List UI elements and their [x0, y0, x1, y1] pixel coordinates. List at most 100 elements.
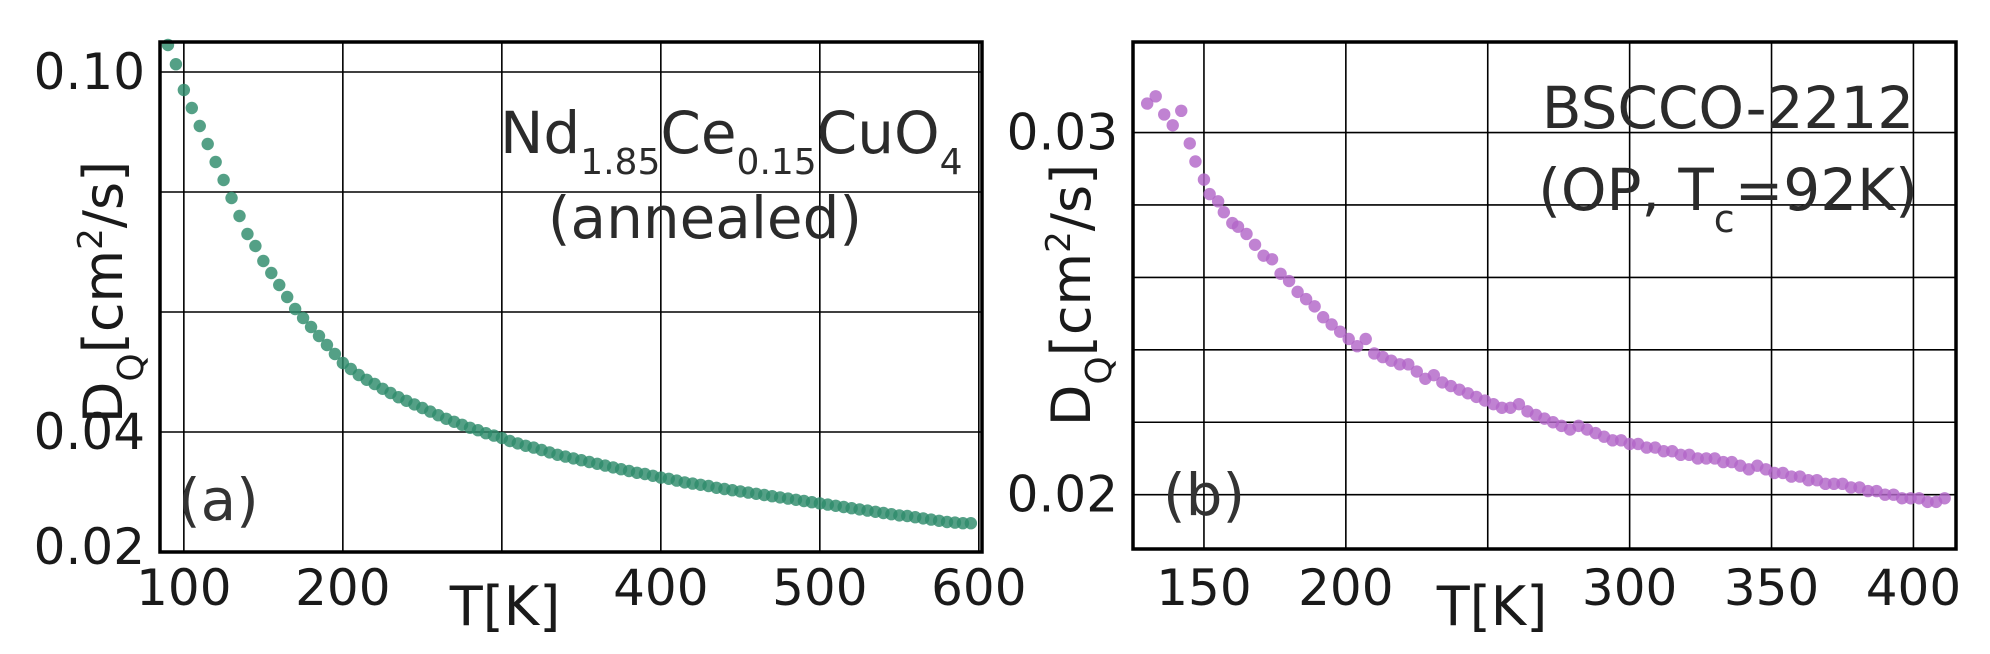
panel-a-point — [964, 517, 978, 530]
condition-part: =92K) — [1735, 156, 1918, 224]
panel-b-point — [1274, 267, 1287, 280]
panel-b-frame — [1131, 40, 1958, 551]
panel-b-point — [1308, 300, 1321, 313]
panel-b-point — [1904, 492, 1917, 505]
panel-b-point — [1895, 492, 1909, 505]
panel-b-point — [1861, 484, 1875, 498]
panel-a-point — [233, 209, 246, 223]
panel-b-point — [1189, 155, 1202, 168]
panel-a-point — [169, 57, 183, 71]
formula-part: Ce — [660, 99, 736, 167]
panel-a-point — [185, 101, 198, 115]
panel-b-point — [1819, 477, 1832, 491]
panel-b-point — [1700, 452, 1713, 465]
panel-a-y-tick-label: 0.10 — [34, 43, 145, 101]
panel-b-point — [1495, 401, 1509, 414]
panel-a: 100 200 400 500 600 0.02 0.04 0.10 T[K] DQ[cm2… — [34, 38, 1027, 638]
panel-a-point — [320, 338, 334, 352]
panel-b-x-tick-label: 150 — [1156, 559, 1251, 617]
panel-a-point — [241, 227, 254, 241]
panel-b-point — [1657, 445, 1670, 458]
y-axis-title-part: 2 — [71, 228, 111, 250]
panel-a-x-tick-label: 500 — [772, 559, 867, 617]
panel-b-point — [1197, 173, 1211, 186]
panel-a-label: (a) — [178, 466, 259, 534]
panel-a-point — [217, 173, 230, 187]
panel-b: 150 200 300 350 400 0.020.03 T[K] DQ[cm2/s] … — [1007, 40, 1961, 638]
y-axis-title-part: Q — [111, 353, 152, 381]
panel-b-points — [1140, 90, 1951, 509]
panel-b-point — [1640, 441, 1653, 454]
panel-b-x-tick-label: 400 — [1866, 559, 1961, 617]
panel-a-point — [201, 137, 214, 151]
panel-b-point — [1674, 448, 1687, 462]
panel-b-point — [1175, 104, 1188, 118]
panel-b-x-tick-label: 350 — [1724, 559, 1819, 617]
panel-a-y-tick-label: 0.02 — [34, 518, 145, 576]
panel-a-x-tick-label: 100 — [136, 559, 231, 617]
panel-b-x-ticks: 150 200 300 350 400 — [1156, 559, 1961, 617]
y-axis-title-part: [cm — [1040, 253, 1103, 356]
panel-b-condition: (OP, Tc=92K) — [1538, 156, 1918, 241]
panel-a-x-axis-title: T[K] — [449, 575, 561, 638]
panel-b-point — [1768, 466, 1781, 480]
panel-b-point — [1299, 292, 1313, 306]
panel-b-point — [1359, 332, 1372, 346]
panel-a-point — [257, 254, 270, 268]
y-axis-title-part: /s] — [72, 161, 135, 228]
formula-part: 1.85 — [580, 142, 660, 183]
panel-b-point — [1785, 470, 1798, 483]
panel-b-point — [1291, 285, 1304, 299]
y-axis-title-part: D — [72, 382, 135, 424]
panel-a-point — [312, 329, 326, 343]
panel-a-frame — [158, 40, 984, 554]
panel-b-point — [1717, 455, 1730, 469]
y-axis-title-part: 2 — [1039, 231, 1079, 253]
panel-b-point — [1240, 227, 1253, 241]
panel-b-point — [1316, 311, 1330, 324]
panel-a-y-axis-title: DQ[cm2/s] — [71, 161, 152, 423]
formula-part: Nd — [500, 99, 580, 167]
panel-b-label: (b) — [1163, 461, 1245, 529]
formula-part: CuO — [817, 99, 940, 167]
panel-a-point — [273, 278, 286, 292]
panel-a-points — [161, 38, 978, 530]
panel-a-x-tick-label: 600 — [931, 559, 1026, 617]
panel-b-point — [1149, 90, 1162, 103]
panel-b-point — [1183, 137, 1196, 150]
panel-b-y-tick-label: 0.02 — [1007, 466, 1118, 524]
panel-a-point — [328, 347, 342, 361]
panel-b-point — [1333, 325, 1347, 338]
formula-part: 0.15 — [737, 142, 817, 183]
y-axis-title-part: Q — [1079, 356, 1120, 384]
panel-a-x-tick-label: 200 — [295, 559, 390, 617]
panel-a-material-formula: Nd1.85Ce0.15CuO4 — [500, 99, 963, 183]
panel-b-x-axis-title: T[K] — [1436, 575, 1548, 638]
panel-a-point — [225, 191, 238, 205]
y-axis-title-part: [cm — [72, 250, 135, 353]
panel-b-point — [1166, 119, 1179, 132]
panel-a-point — [193, 119, 206, 133]
panel-b-point — [1844, 481, 1858, 494]
panel-a-point — [288, 302, 302, 316]
formula-part: 4 — [940, 142, 963, 183]
panel-b-point — [1606, 434, 1619, 447]
panel-b-y-ticks: 0.02 0.03 — [1007, 104, 1118, 524]
panel-a-x-tick-label: 400 — [613, 559, 708, 617]
panel-a-point — [209, 155, 222, 169]
panel-b-point — [1282, 274, 1296, 288]
panel-b-point — [1938, 492, 1951, 505]
panel-b-material: BSCCO-2212 — [1542, 74, 1914, 142]
y-axis-title-part: /s] — [1040, 164, 1103, 231]
panel-b-x-tick-label: 200 — [1298, 559, 1393, 617]
panel-b-x-tick-label: 300 — [1582, 559, 1677, 617]
panel-b-point — [1402, 358, 1415, 371]
panel-a-point — [296, 311, 310, 325]
panel-b-point — [1827, 477, 1841, 491]
panel-b-point — [1512, 397, 1526, 411]
panel-b-point — [1410, 365, 1423, 378]
panel-b-point — [1158, 108, 1171, 121]
panel-b-point — [1211, 195, 1225, 208]
panel-b-point — [1140, 97, 1154, 110]
